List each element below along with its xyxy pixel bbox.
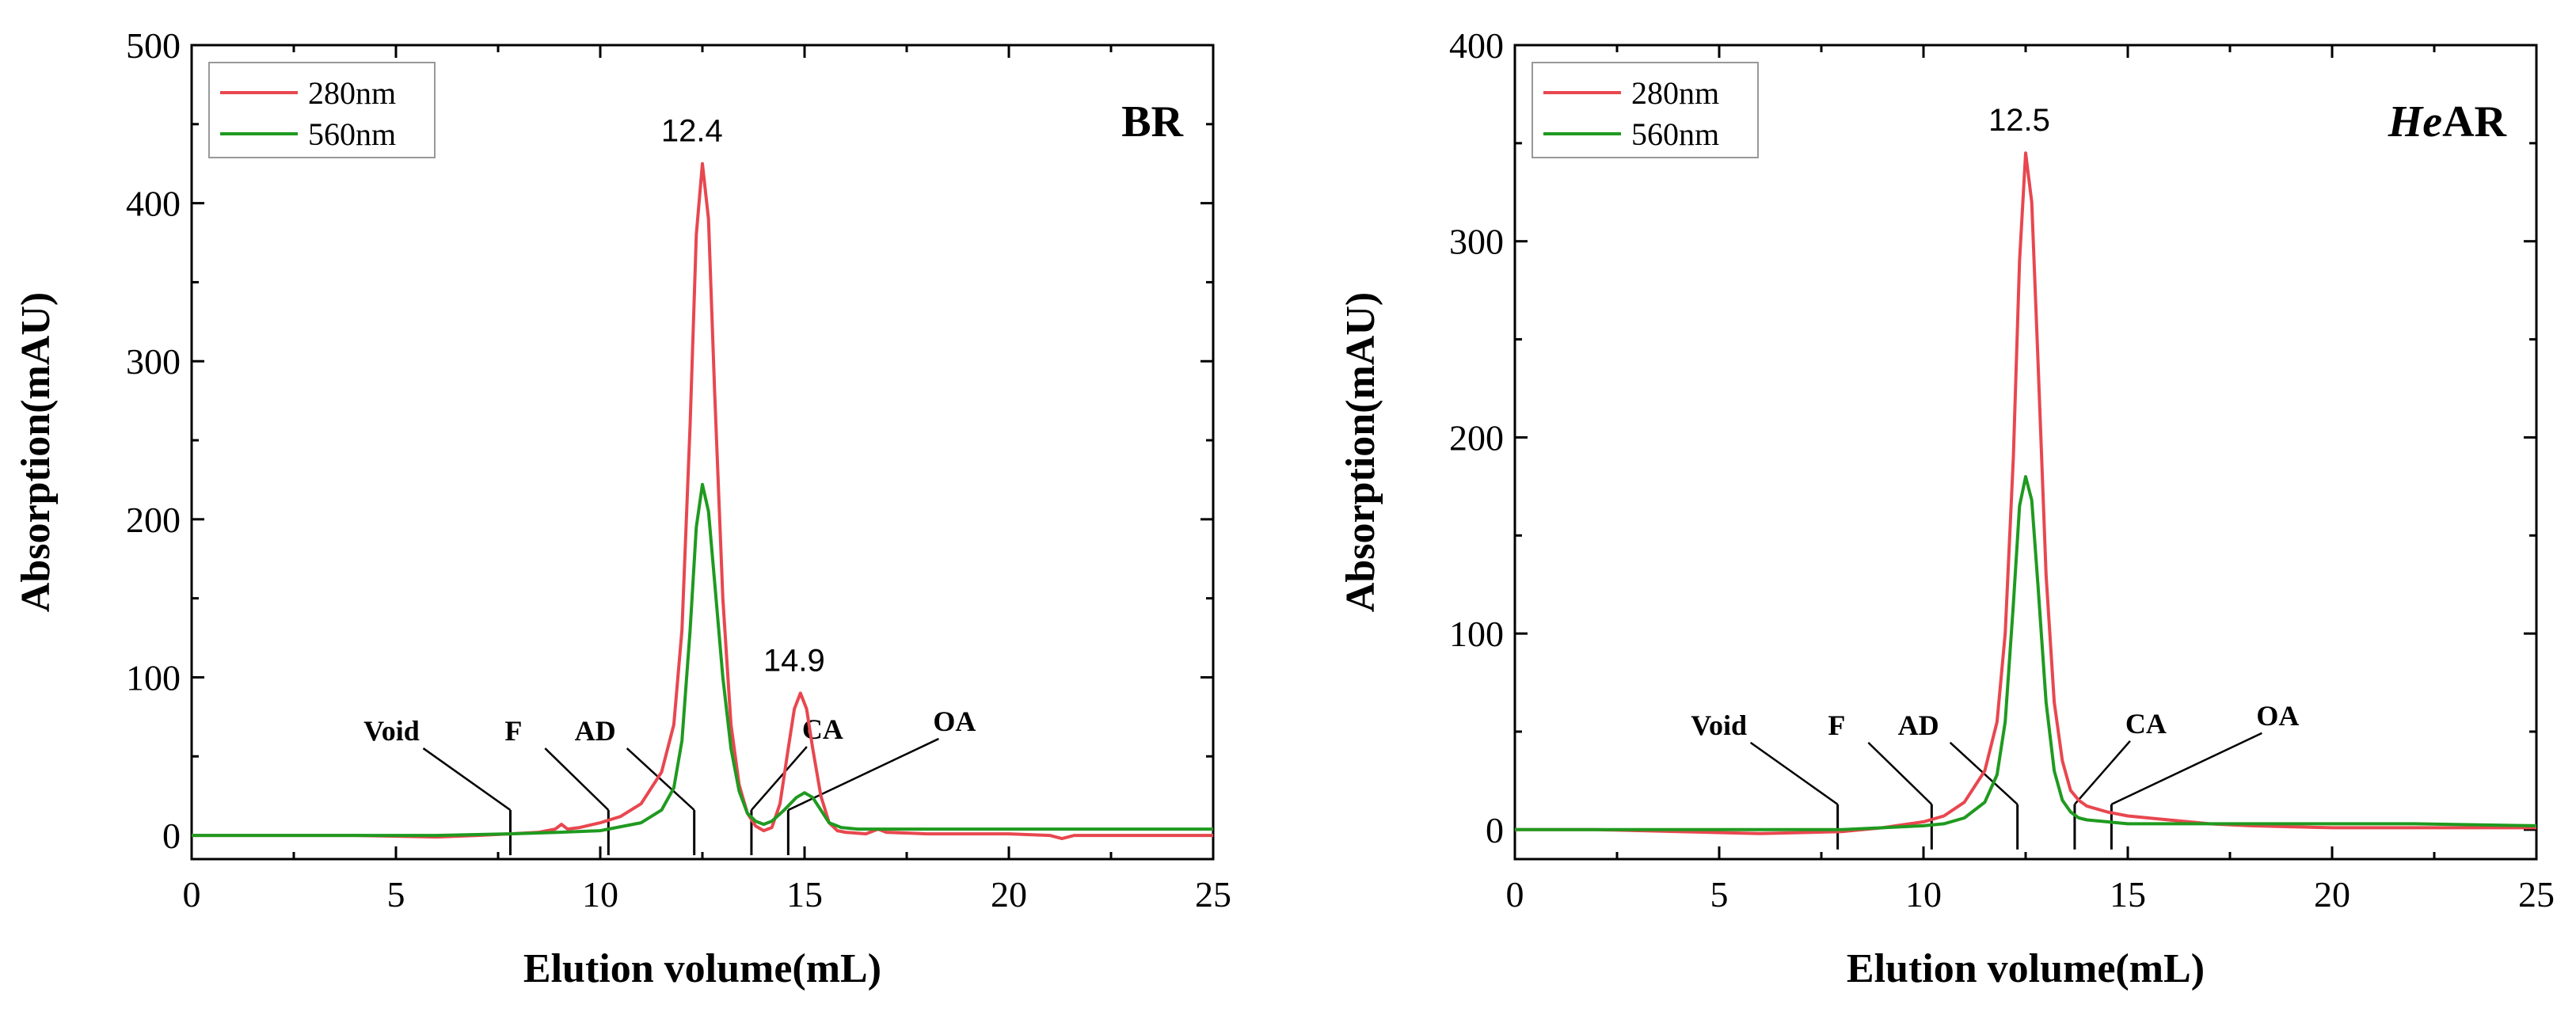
peak-label: 12.5 bbox=[1988, 103, 2050, 138]
panel-title-text: AR bbox=[2442, 97, 2506, 146]
y-tick-label: 100 bbox=[126, 657, 181, 698]
series-line-280nm bbox=[1515, 151, 2536, 835]
x-tick-label: 10 bbox=[582, 874, 618, 915]
marker-leader bbox=[2110, 732, 2262, 805]
y-tick-label: 200 bbox=[126, 500, 181, 540]
legend-label-280nm: 280nm bbox=[1631, 75, 1719, 111]
y-tick-label: 100 bbox=[1449, 614, 1504, 654]
marker-leader bbox=[2073, 740, 2131, 805]
series-line-280nm bbox=[192, 162, 1213, 841]
x-tick-label: 15 bbox=[786, 874, 823, 915]
x-axis-title: Elution volume(mL) bbox=[1847, 946, 2205, 991]
x-tick-label: 0 bbox=[183, 874, 201, 915]
marker-label-oa: OA bbox=[933, 705, 976, 737]
chart-panel-br: 0 5 10 15 20 25 0 100 200 300 400 500 Elution volume… bbox=[13, 25, 1231, 991]
panel-title: BR bbox=[1121, 97, 1183, 146]
y-tick-label: 0 bbox=[162, 816, 181, 856]
marker-leader bbox=[544, 747, 610, 811]
marker-label-oa: OA bbox=[2256, 700, 2299, 732]
marker-leader bbox=[750, 746, 808, 811]
x-tick-label: 25 bbox=[2518, 874, 2555, 915]
x-tick-label: 20 bbox=[991, 874, 1027, 915]
marker-label-ad: AD bbox=[1898, 709, 1939, 741]
marker-leader bbox=[787, 737, 939, 812]
y-axis-title: Absorption(mAU) bbox=[13, 292, 59, 612]
y-tick-label: 400 bbox=[1449, 25, 1504, 66]
marker-label-f: F bbox=[504, 715, 522, 747]
legend-label-560nm: 560nm bbox=[1631, 116, 1719, 152]
x-tick-label: 15 bbox=[2110, 874, 2146, 915]
peak-label: 14.9 bbox=[763, 643, 825, 678]
peak-label: 12.4 bbox=[661, 114, 723, 149]
legend-box bbox=[1532, 62, 1759, 158]
marker-label-void: Void bbox=[1691, 709, 1747, 741]
legend-label-560nm: 560nm bbox=[308, 116, 396, 152]
x-tick-label: 20 bbox=[2314, 874, 2350, 915]
chart-panel-hear: 0 5 10 15 20 25 0 100 200 300 400 Elution volume(mL… bbox=[1338, 25, 2555, 991]
panel-title-italic: He bbox=[2388, 97, 2442, 146]
y-tick-label: 500 bbox=[126, 25, 181, 66]
y-tick-label: 300 bbox=[126, 341, 181, 382]
x-tick-label: 25 bbox=[1195, 874, 1231, 915]
x-axis-title: Elution volume(mL) bbox=[523, 946, 881, 991]
legend-label-280nm: 280nm bbox=[308, 75, 396, 111]
marker-label-f: F bbox=[1828, 709, 1845, 741]
y-tick-label: 300 bbox=[1449, 222, 1504, 262]
series-line-560nm bbox=[1515, 475, 2537, 831]
x-tick-label: 10 bbox=[1905, 874, 1942, 915]
y-tick-label: 400 bbox=[126, 184, 181, 224]
marker-label-ca: CA bbox=[2125, 708, 2167, 740]
panel-title: HeAR bbox=[2388, 97, 2507, 146]
y-tick-label: 0 bbox=[1486, 810, 1504, 850]
marker-leader bbox=[1867, 741, 1933, 805]
panel-title-text: BR bbox=[1121, 97, 1183, 146]
y-tick-label: 200 bbox=[1449, 417, 1504, 458]
x-tick-label: 5 bbox=[1710, 874, 1729, 915]
series-line-560nm bbox=[192, 482, 1213, 838]
x-tick-label: 0 bbox=[1506, 874, 1524, 915]
marker-leader bbox=[1749, 741, 1839, 805]
marker-label-void: Void bbox=[363, 715, 420, 747]
marker-leader bbox=[422, 747, 512, 812]
marker-label-ad: AD bbox=[575, 715, 616, 747]
x-tick-label: 5 bbox=[387, 874, 405, 915]
marker-leader bbox=[626, 747, 695, 811]
y-axis-title: Absorption(mAU) bbox=[1338, 292, 1383, 612]
legend-box bbox=[208, 62, 436, 158]
